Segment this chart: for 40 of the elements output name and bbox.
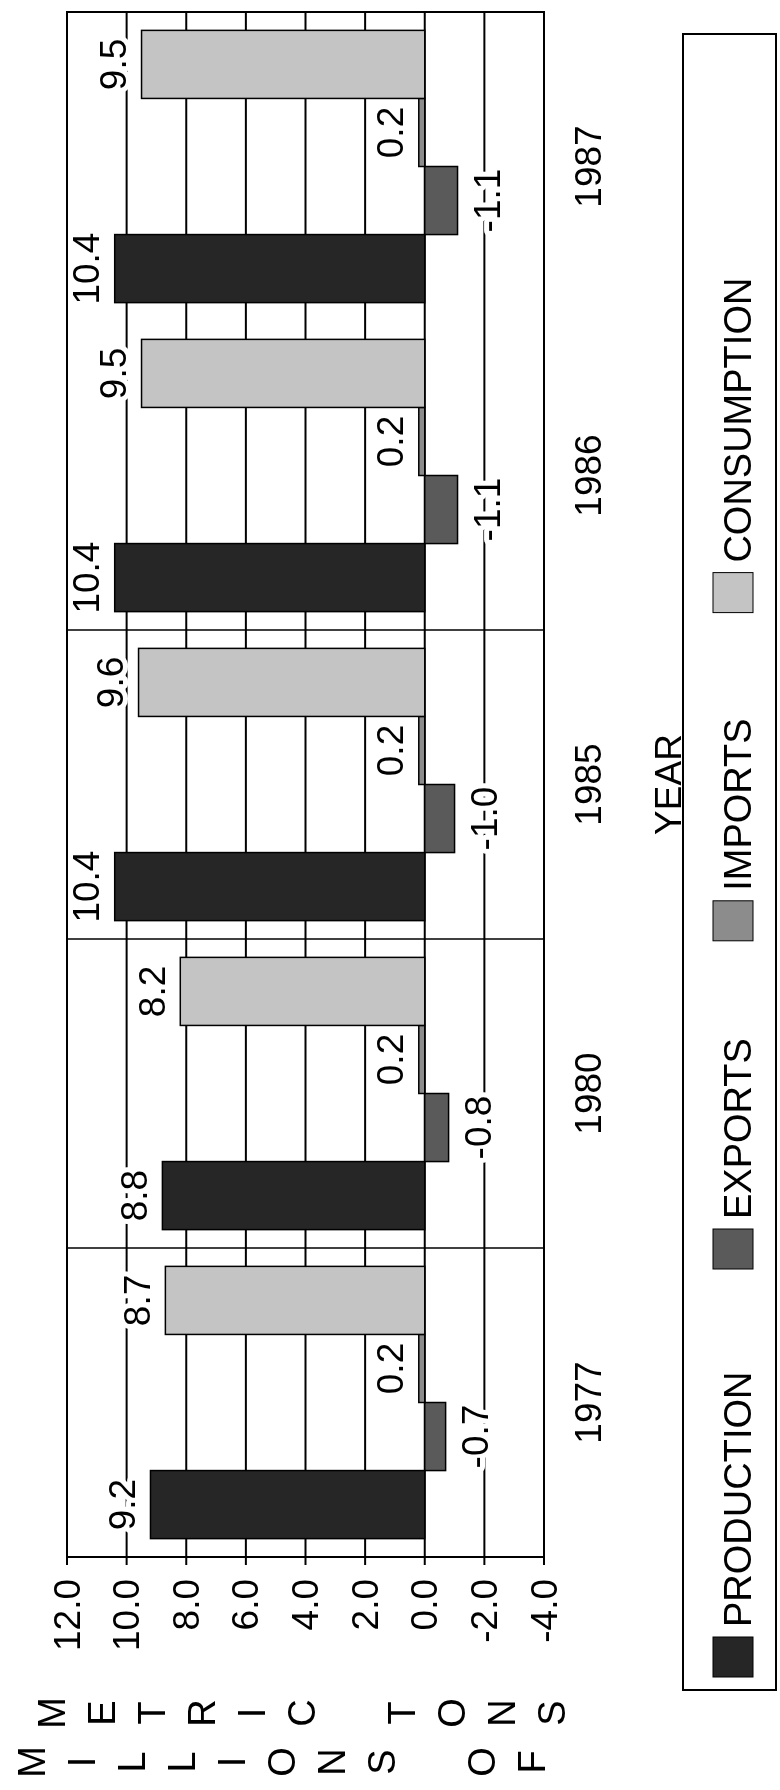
x-tick-label: 4.0 bbox=[285, 1579, 326, 1631]
data-label: 10.4 bbox=[66, 541, 108, 614]
text: CONSUMPTION bbox=[717, 277, 759, 563]
y-tick-label: 1980 bbox=[567, 1052, 609, 1135]
data-label: 0.2 bbox=[370, 1342, 412, 1395]
text: IMPORTS bbox=[717, 718, 759, 891]
data-label: 9.5 bbox=[93, 38, 135, 91]
data-label: 8.2 bbox=[131, 965, 173, 1018]
data-label: 8.8 bbox=[113, 1169, 155, 1222]
data-label: -1.1 bbox=[467, 168, 509, 233]
text: EXPORTS bbox=[717, 1038, 759, 1219]
data-label: -1.1 bbox=[467, 477, 509, 542]
data-label: 9.6 bbox=[90, 656, 132, 709]
y-tick-label: 1987 bbox=[567, 125, 609, 208]
data-label: 9.2 bbox=[101, 1478, 143, 1531]
y-axis-title: YEAR bbox=[647, 734, 689, 835]
x-tick-label: -2.0 bbox=[463, 1579, 505, 1643]
y-tick-label: 1985 bbox=[567, 743, 609, 826]
data-label: -0.7 bbox=[455, 1404, 497, 1469]
x-tick-label: 10.0 bbox=[106, 1579, 148, 1652]
data-label: -0.8 bbox=[458, 1095, 500, 1160]
y-tick-label: 1977 bbox=[567, 1361, 609, 1444]
x-tick-label: 8.0 bbox=[165, 1579, 207, 1631]
x-tick-label: 12.0 bbox=[46, 1579, 88, 1652]
text: MILLIONS OF METRIC TONS bbox=[11, 1697, 573, 1778]
data-label: 0.2 bbox=[370, 106, 412, 159]
x-tick-label: 6.0 bbox=[225, 1579, 267, 1631]
x-tick-label: 0.0 bbox=[404, 1579, 446, 1631]
data-label: 10.4 bbox=[66, 232, 108, 305]
data-label: 0.2 bbox=[370, 1033, 412, 1086]
data-label: 9.5 bbox=[93, 347, 135, 400]
data-label: -1.0 bbox=[464, 786, 506, 851]
text: PRODUCTION bbox=[717, 1371, 759, 1627]
data-label: 10.4 bbox=[66, 850, 108, 923]
x-tick-label: -4.0 bbox=[523, 1579, 565, 1643]
data-label: 0.2 bbox=[370, 724, 412, 777]
data-label: 8.7 bbox=[116, 1274, 158, 1327]
y-tick-label: 1986 bbox=[567, 434, 609, 517]
data-label: 0.2 bbox=[370, 415, 412, 468]
x-tick-label: 2.0 bbox=[344, 1579, 386, 1631]
